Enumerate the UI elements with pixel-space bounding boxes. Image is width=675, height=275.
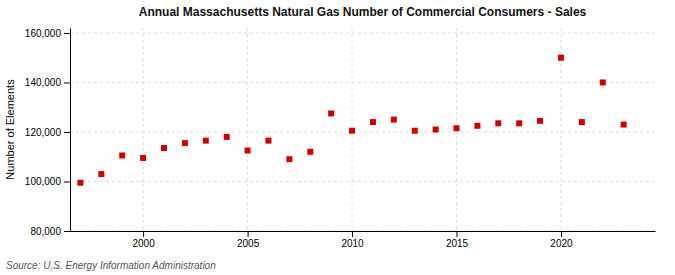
grid-line-x	[247, 28, 248, 231]
x-tick: 2015	[446, 231, 469, 249]
point	[537, 118, 543, 124]
y-tick-mark	[64, 231, 70, 232]
x-tick-label: 2010	[341, 238, 364, 249]
point	[391, 117, 397, 123]
x-tick-label: 2015	[446, 238, 469, 249]
y-axis-title: Number of Elements	[4, 79, 16, 180]
x-tick-mark	[352, 231, 353, 237]
point	[161, 145, 167, 151]
x-tick: 2010	[341, 231, 364, 249]
point	[328, 110, 334, 116]
point	[516, 120, 522, 126]
grid	[70, 28, 655, 231]
point	[98, 171, 104, 177]
point	[349, 128, 355, 134]
x-axis: 2000 2005 2010 2015 2020	[71, 231, 656, 249]
point	[77, 180, 83, 186]
point	[412, 128, 418, 134]
point	[454, 125, 460, 131]
grid-line-y	[70, 82, 655, 83]
y-axis: 80,000 100,000 120,000 140,000 160,000	[25, 28, 71, 237]
points	[77, 55, 626, 186]
grid-line-x	[143, 28, 144, 231]
x-tick-label: 2020	[550, 238, 573, 249]
x-tick-mark	[248, 231, 249, 237]
point	[433, 127, 439, 133]
title: Annual Massachusetts Natural Gas Number …	[139, 5, 587, 19]
x-tick-mark	[143, 231, 144, 237]
grid-line-y	[70, 131, 655, 132]
y-tick-mark	[64, 132, 70, 133]
x-tick-mark	[457, 231, 458, 237]
y-tick-label: 140,000	[25, 77, 62, 88]
y-tick-mark	[64, 82, 70, 83]
y-tick: 100,000	[25, 176, 70, 187]
point	[245, 148, 251, 154]
source: Source: U.S. Energy Information Administ…	[6, 260, 216, 271]
point	[140, 155, 146, 161]
plot-area: 2000 2005 2010 2015 2020 80,000 100,000 120,000…	[25, 28, 656, 249]
point	[600, 79, 606, 85]
grid-line-y	[70, 32, 655, 33]
y-tick-label: 100,000	[25, 176, 62, 187]
y-tick: 80,000	[30, 226, 70, 237]
point	[495, 120, 501, 126]
point	[558, 55, 564, 61]
x-tick-mark	[561, 231, 562, 237]
x-tick: 2000	[133, 231, 156, 249]
y-tick-mark	[64, 181, 70, 182]
y-tick-label: 160,000	[25, 28, 62, 39]
y-tick: 140,000	[25, 77, 70, 88]
grid-line-y	[70, 181, 655, 182]
y-axis-line	[70, 29, 71, 232]
y-tick-mark	[64, 33, 70, 34]
point	[370, 119, 376, 125]
point	[474, 123, 480, 129]
y-tick-label: 80,000	[30, 226, 61, 237]
y-tick: 160,000	[25, 28, 70, 39]
point	[203, 138, 209, 144]
point	[224, 134, 230, 140]
grid-line-y	[70, 231, 655, 232]
point	[182, 140, 188, 146]
point	[265, 138, 271, 144]
x-tick: 2020	[550, 231, 573, 249]
x-axis-line	[71, 231, 656, 232]
point	[579, 119, 585, 125]
point	[621, 122, 627, 128]
x-tick-label: 2000	[133, 238, 156, 249]
point	[307, 149, 313, 155]
x-tick-label: 2005	[237, 238, 260, 249]
y-tick-label: 120,000	[25, 127, 62, 138]
chart: 2000 2005 2010 2015 2020 80,000 100,000 120,000…	[0, 0, 675, 275]
point	[119, 152, 125, 158]
y-tick: 120,000	[25, 127, 70, 138]
x-tick: 2005	[237, 231, 260, 249]
point	[286, 156, 292, 162]
